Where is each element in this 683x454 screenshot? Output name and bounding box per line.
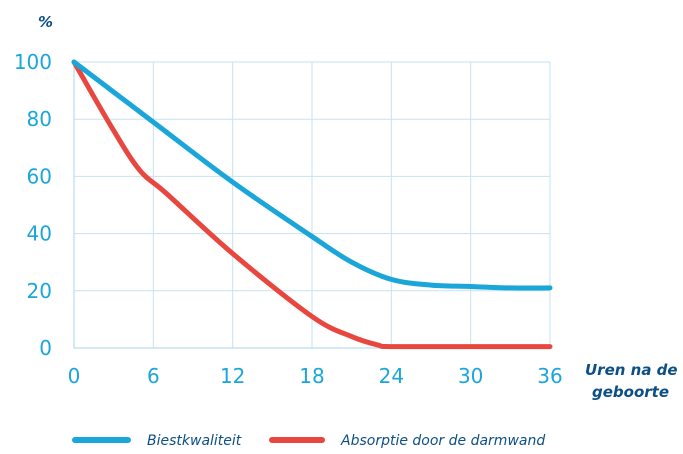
y-tick-label-40: 40 (27, 222, 52, 246)
x-tick-label-6: 6 (147, 364, 160, 388)
y-axis-unit-label: % (38, 13, 53, 31)
y-tick-label-80: 80 (27, 107, 52, 131)
grid (74, 61, 551, 348)
x-tick-label-0: 0 (68, 364, 81, 388)
legend-label-biestkwaliteit: Biestkwaliteit (147, 433, 242, 449)
x-axis-label-line1: Uren na de (585, 361, 678, 379)
x-tick-label-36: 36 (537, 364, 562, 388)
series-lines (71, 59, 553, 350)
x-tick-label-30: 30 (458, 364, 483, 388)
x-tick-label-18: 18 (299, 364, 324, 388)
x-tick-label-12: 12 (220, 364, 245, 388)
x-axis-label-line2: geboorte (592, 383, 669, 401)
y-tick-label-20: 20 (27, 279, 52, 303)
series-line-absorptie (71, 59, 553, 350)
y-tick-label-100: 100 (14, 50, 52, 74)
legend-label-absorptie: Absorptie door de darmwand (340, 433, 545, 449)
series-line-biestkwaliteit (71, 59, 553, 291)
legend: Biestkwaliteit Absorptie door de darmwan… (72, 433, 545, 449)
x-tick-label-24: 24 (379, 364, 404, 388)
tick-labels: 0 20 40 60 80 100 0 6 12 18 24 30 36 (14, 50, 563, 388)
y-tick-label-0: 0 (39, 336, 52, 360)
y-tick-label-60: 60 (27, 164, 52, 188)
